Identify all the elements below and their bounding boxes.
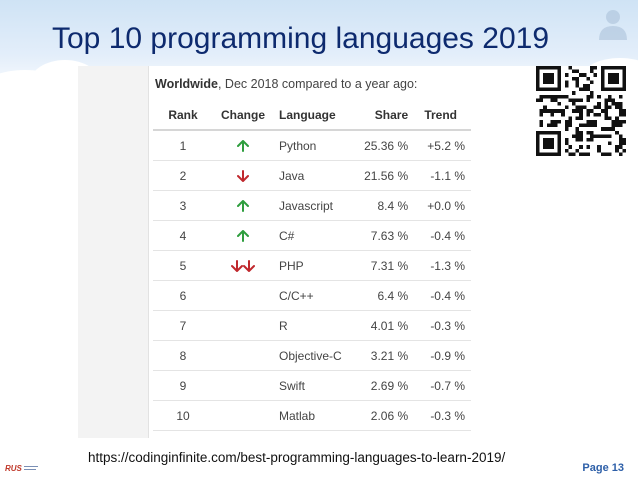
subtitle-text: , Dec 2018 compared to a year ago:	[217, 77, 418, 91]
table-row: 9 Swift 2.69 % -0.7 %	[153, 370, 471, 401]
arrow-up-icon	[237, 140, 249, 153]
rank-cell: 5	[153, 250, 213, 281]
rank-cell: 7	[153, 310, 213, 341]
change-cell	[213, 190, 273, 221]
table-body: 1 Python 25.36 % +5.2 % 2 Java 21.56 % -1.1 % 3 J…	[153, 130, 471, 431]
logo-text: RUS	[5, 464, 23, 473]
change-cell	[213, 250, 273, 281]
ranking-screenshot: Worldwide, Dec 2018 compared to a year a…	[78, 66, 563, 438]
table-row: 3 Javascript 8.4 % +0.0 %	[153, 190, 471, 221]
slide-title: Top 10 programming languages 2019	[52, 22, 550, 55]
table-row: 6 C/C++ 6.4 % -0.4 %	[153, 280, 471, 311]
share-cell: 2.69 %	[353, 370, 415, 401]
table-row: 1 Python 25.36 % +5.2 %	[153, 130, 471, 161]
page-number: Page 13	[582, 462, 624, 474]
language-cell: Python	[273, 130, 354, 161]
trend-cell: -1.1 %	[414, 160, 471, 191]
share-cell: 21.56 %	[353, 160, 415, 191]
trend-cell: -0.3 %	[414, 400, 471, 431]
table-row: 2 Java 21.56 % -1.1 %	[153, 160, 471, 191]
table-row: 8 Objective-C 3.21 % -0.9 %	[153, 340, 471, 371]
table-row: 10 Matlab 2.06 % -0.3 %	[153, 400, 471, 431]
language-cell: C#	[273, 220, 354, 251]
share-cell: 2.06 %	[353, 400, 415, 431]
change-cell	[213, 310, 273, 341]
table-row: 4 C# 7.63 % -0.4 %	[153, 220, 471, 251]
share-cell: 3.21 %	[353, 340, 415, 371]
table-row: 5 PHP 7.31 % -1.3 %	[153, 250, 471, 281]
source-url: https://codinginfinite.com/best-programm…	[88, 450, 506, 465]
person-icon	[599, 10, 627, 40]
rus-logo: RUS	[5, 464, 38, 473]
language-cell: Javascript	[273, 190, 354, 221]
rank-cell: 6	[153, 280, 213, 311]
change-cell	[213, 340, 273, 371]
change-cell	[213, 160, 273, 191]
trend-cell: +0.0 %	[414, 190, 471, 221]
share-cell: 7.31 %	[353, 250, 415, 281]
trend-cell: -0.3 %	[414, 310, 471, 341]
rank-cell: 8	[153, 340, 213, 371]
rank-cell: 3	[153, 190, 213, 221]
rank-cell: 1	[153, 130, 213, 161]
qr-code	[536, 66, 626, 156]
arrow-down-icon	[243, 260, 255, 273]
language-ranking-table: Rank Change Language Share Trend 1 Python…	[153, 100, 471, 431]
trend-cell: +5.2 %	[414, 130, 471, 161]
table-row: 7 R 4.01 % -0.3 %	[153, 310, 471, 341]
language-cell: R	[273, 310, 354, 341]
header-rank: Rank	[153, 100, 213, 131]
language-cell: Swift	[273, 370, 354, 401]
arrow-down-icon	[231, 260, 243, 273]
arrow-down-icon	[237, 170, 249, 183]
table-subtitle: Worldwide, Dec 2018 compared to a year a…	[155, 77, 417, 91]
header-share: Share	[353, 100, 415, 131]
table-header-row: Rank Change Language Share Trend	[153, 100, 471, 131]
share-cell: 8.4 %	[353, 190, 415, 221]
change-cell	[213, 280, 273, 311]
share-cell: 6.4 %	[353, 280, 415, 311]
change-cell	[213, 400, 273, 431]
trend-cell: -0.4 %	[414, 220, 471, 251]
rank-cell: 9	[153, 370, 213, 401]
trend-cell: -0.7 %	[414, 370, 471, 401]
language-cell: Matlab	[273, 400, 354, 431]
trend-cell: -1.3 %	[414, 250, 471, 281]
trend-cell: -0.4 %	[414, 280, 471, 311]
arrow-up-icon	[237, 200, 249, 213]
language-cell: Objective-C	[273, 340, 354, 371]
change-cell	[213, 220, 273, 251]
language-cell: Java	[273, 160, 354, 191]
language-cell: C/C++	[273, 280, 354, 311]
rank-cell: 2	[153, 160, 213, 191]
change-cell	[213, 130, 273, 161]
trend-cell: -0.9 %	[414, 340, 471, 371]
share-cell: 25.36 %	[353, 130, 415, 161]
subtitle-region: Worldwide	[155, 77, 218, 91]
rank-cell: 4	[153, 220, 213, 251]
ranking-card: Worldwide, Dec 2018 compared to a year a…	[148, 66, 563, 438]
share-cell: 4.01 %	[353, 310, 415, 341]
rank-cell: 10	[153, 400, 213, 431]
share-cell: 7.63 %	[353, 220, 415, 251]
header-language: Language	[273, 100, 354, 131]
header-change: Change	[213, 100, 273, 131]
change-cell	[213, 370, 273, 401]
header-trend: Trend	[414, 100, 471, 131]
arrow-up-icon	[237, 230, 249, 243]
language-cell: PHP	[273, 250, 354, 281]
